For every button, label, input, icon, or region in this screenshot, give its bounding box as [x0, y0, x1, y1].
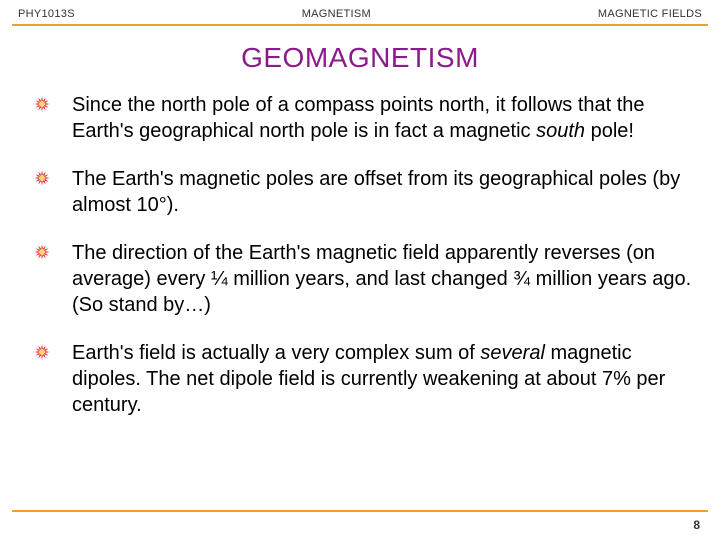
header-center: MAGNETISM	[302, 8, 371, 20]
list-item: Earth's field is actually a very complex…	[34, 340, 692, 418]
page-number: 8	[693, 518, 700, 532]
list-item: Since the north pole of a compass points…	[34, 92, 692, 144]
header-rule	[12, 24, 708, 26]
list-item: The direction of the Earth's magnetic fi…	[34, 240, 692, 318]
bullet-list: Since the north pole of a compass points…	[0, 92, 720, 418]
sunburst-icon	[34, 170, 50, 186]
header-right: MAGNETIC FIELDS	[598, 8, 702, 20]
sunburst-icon	[34, 96, 50, 112]
bullet-text: Earth's field is actually a very complex…	[72, 340, 692, 418]
bullet-text: The direction of the Earth's magnetic fi…	[72, 240, 692, 318]
sunburst-icon	[34, 244, 50, 260]
bullet-text: The Earth's magnetic poles are offset fr…	[72, 166, 692, 218]
sunburst-icon	[34, 344, 50, 360]
bullet-text: Since the north pole of a compass points…	[72, 92, 692, 144]
slide-header: PHY1013S MAGNETISM MAGNETIC FIELDS	[0, 0, 720, 24]
footer-rule	[12, 510, 708, 512]
list-item: The Earth's magnetic poles are offset fr…	[34, 166, 692, 218]
slide-title: GEOMAGNETISM	[0, 42, 720, 74]
header-left: PHY1013S	[18, 8, 75, 20]
